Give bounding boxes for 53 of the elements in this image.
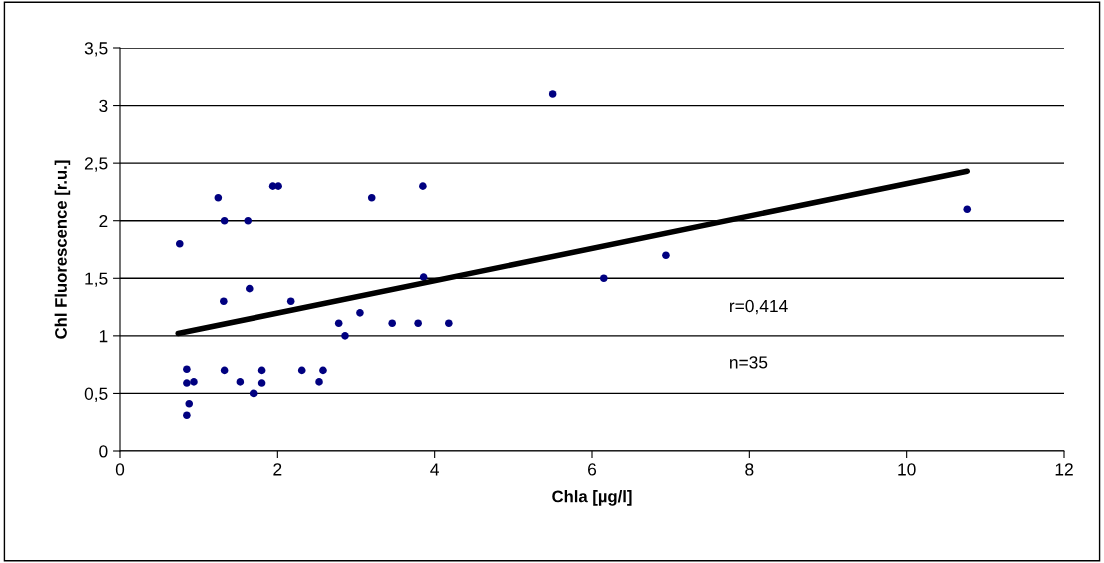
point <box>183 411 191 420</box>
point <box>341 332 349 340</box>
x-tick-label: 6 <box>588 463 597 476</box>
point <box>388 319 396 327</box>
point <box>414 319 422 327</box>
point <box>319 366 327 375</box>
x-tick-label: 2 <box>273 463 282 476</box>
point <box>220 366 229 375</box>
point <box>249 389 258 398</box>
point <box>274 182 282 190</box>
annotation: r=0,414 <box>730 299 788 315</box>
annotation: n=35 <box>730 356 768 369</box>
point <box>175 239 184 248</box>
point <box>315 378 323 386</box>
point <box>246 284 254 293</box>
point <box>214 193 223 202</box>
point <box>548 90 557 98</box>
point <box>220 297 228 306</box>
y-tick-label: 0,5 <box>84 387 108 402</box>
point <box>183 379 191 387</box>
y-tick-label: 3,5 <box>84 42 108 57</box>
y-tick-label: 2 <box>99 214 108 227</box>
point <box>334 319 343 327</box>
y-tick-label: 0 <box>99 445 108 458</box>
y-tick-label: 1 <box>99 330 108 343</box>
point <box>356 309 364 317</box>
point <box>367 193 376 202</box>
point <box>419 273 428 281</box>
point <box>600 274 608 283</box>
y-tick-label: 2,5 <box>84 157 108 172</box>
point <box>185 399 194 408</box>
y-axis-title: Chl Fluorescence [r.u.] <box>54 160 71 339</box>
point <box>183 365 191 374</box>
point <box>445 319 453 327</box>
x-tick-label: 12 <box>1055 463 1073 476</box>
x-tick-label: 8 <box>745 463 754 476</box>
x-tick-label: 4 <box>430 463 439 476</box>
x-tick-label: 0 <box>115 463 125 476</box>
y-tick-label: 3 <box>99 99 108 113</box>
point <box>257 379 266 387</box>
x-tick-label: 10 <box>898 463 916 476</box>
point <box>286 297 295 306</box>
point <box>963 205 972 213</box>
point <box>662 251 670 260</box>
point <box>220 216 229 225</box>
point <box>236 378 245 386</box>
x-axis-title: Chla [µg/l] <box>552 490 632 506</box>
point <box>190 378 198 386</box>
point <box>257 366 266 375</box>
y-tick-label: 1,5 <box>85 272 108 287</box>
point <box>297 366 306 375</box>
point <box>419 182 427 190</box>
point <box>244 216 253 225</box>
